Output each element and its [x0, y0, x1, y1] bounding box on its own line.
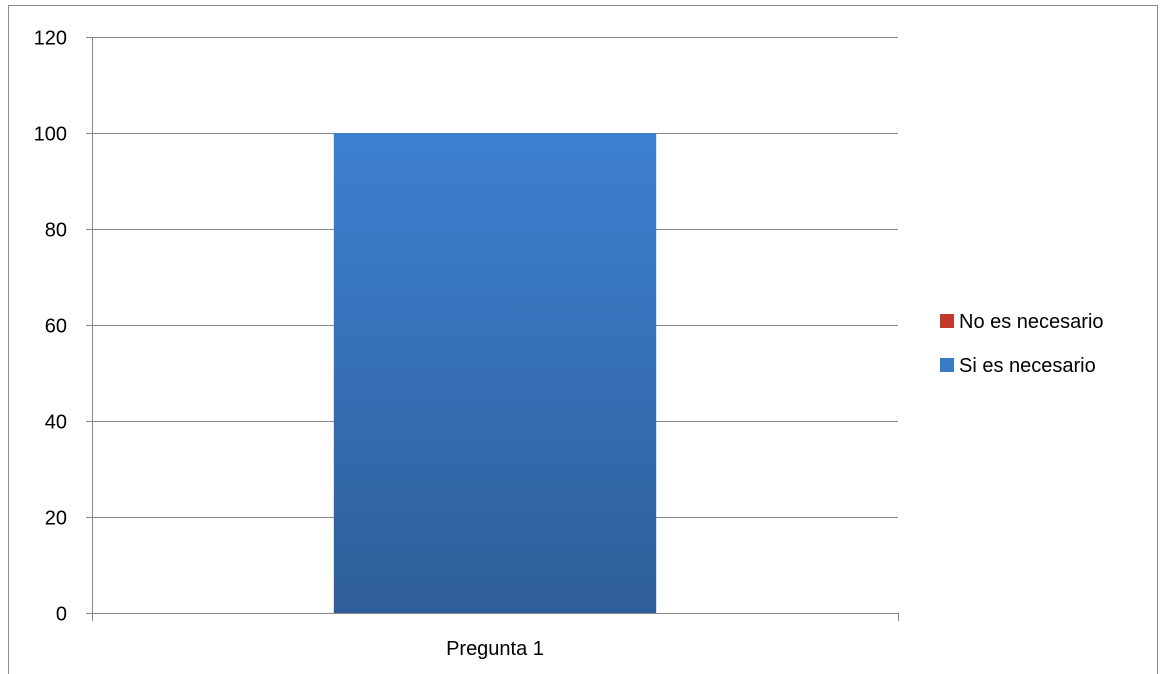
bars — [333, 133, 657, 613]
y-tick-label: 20 — [45, 508, 67, 530]
y-tick-label: 100 — [34, 124, 67, 146]
legend-swatch — [940, 358, 954, 372]
y-tick-label: 40 — [45, 412, 67, 434]
y-tick-label: 60 — [45, 316, 67, 338]
axes: 0 20 40 60 80 100 120 Pregunta 1 — [34, 28, 899, 660]
y-tick-label: 120 — [34, 28, 67, 50]
x-tick-label: Pregunta 1 — [446, 638, 544, 660]
legend: No es necesario Si es necesario — [940, 311, 1104, 377]
legend-label: Si es necesario — [959, 355, 1096, 377]
legend-label: No es necesario — [959, 311, 1104, 333]
y-tick-label: 80 — [45, 220, 67, 242]
y-tick-label: 0 — [56, 604, 67, 626]
bar-si-es-necesario — [333, 133, 657, 613]
legend-swatch — [940, 314, 954, 328]
